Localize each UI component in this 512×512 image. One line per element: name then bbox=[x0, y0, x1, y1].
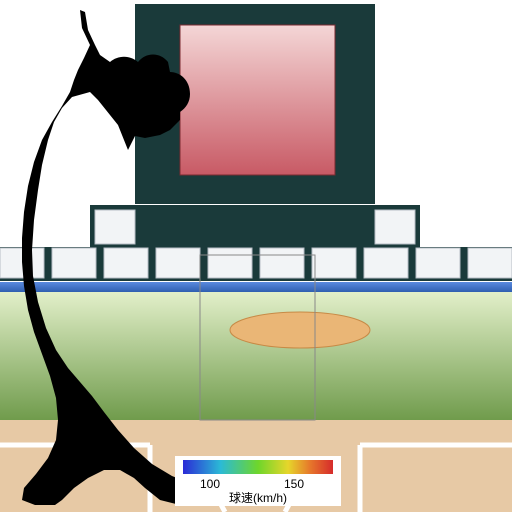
stand-panel-top bbox=[95, 210, 135, 244]
legend-title: 球速(km/h) bbox=[229, 491, 287, 505]
pitchers-mound bbox=[230, 312, 370, 348]
stand-panel-bottom bbox=[52, 248, 96, 278]
upper-stand-band bbox=[90, 205, 420, 247]
stand-panel-bottom bbox=[364, 248, 408, 278]
speed-legend-bar bbox=[183, 460, 333, 474]
legend-tick-label: 100 bbox=[200, 477, 220, 491]
stand-panel-top bbox=[375, 210, 415, 244]
stand-panel-bottom bbox=[468, 248, 512, 278]
scoreboard-screen bbox=[180, 25, 335, 175]
stand-panel-bottom bbox=[260, 248, 304, 278]
legend-tick-label: 150 bbox=[284, 477, 304, 491]
stand-panel-bottom bbox=[156, 248, 200, 278]
stand-panel-bottom bbox=[208, 248, 252, 278]
stand-panel-bottom bbox=[104, 248, 148, 278]
pitch-chart-stage: 100 150球速(km/h) bbox=[0, 0, 512, 512]
outfield-wall bbox=[0, 282, 512, 292]
stand-panel-bottom bbox=[312, 248, 356, 278]
stand-panel-bottom bbox=[416, 248, 460, 278]
